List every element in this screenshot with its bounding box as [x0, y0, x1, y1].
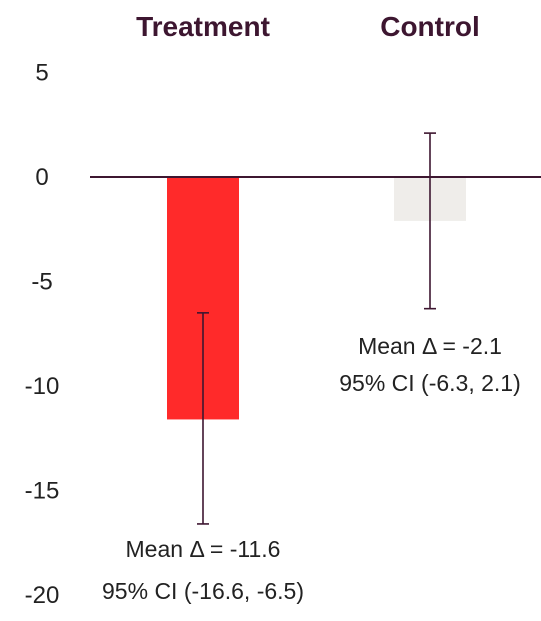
annotation-label: 95% CI (-16.6, -6.5) [102, 578, 304, 604]
y-tick-label: 5 [35, 60, 48, 87]
annotation-label: Mean Δ = -2.1 [358, 333, 502, 359]
y-tick-label: -20 [25, 582, 60, 609]
y-tick-label: -15 [25, 478, 60, 505]
y-tick-label: -5 [31, 269, 52, 296]
annotation-label: Mean Δ = -11.6 [126, 536, 281, 562]
category-label: Control [380, 11, 480, 42]
annotation-label: 95% CI (-6.3, 2.1) [339, 370, 521, 396]
y-tick-label: 0 [35, 164, 48, 191]
category-label: Treatment [136, 11, 270, 42]
y-tick-label: -10 [25, 373, 60, 400]
